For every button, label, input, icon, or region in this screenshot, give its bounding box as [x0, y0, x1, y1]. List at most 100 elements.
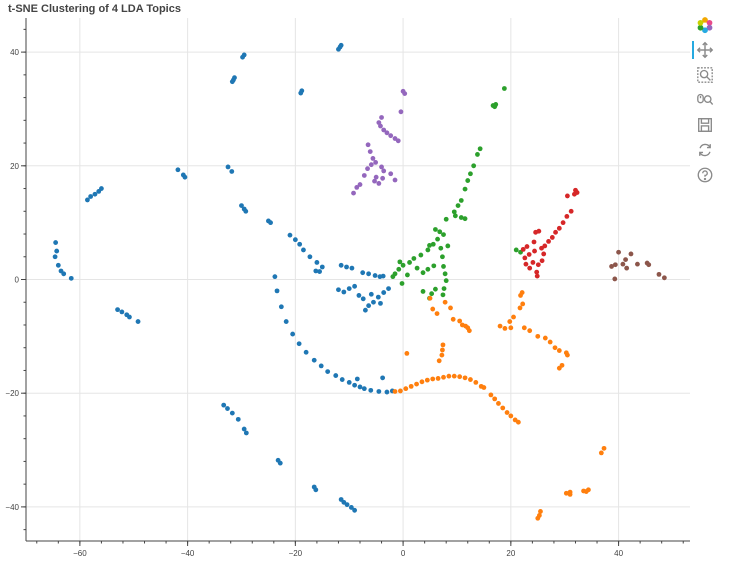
- data-point[interactable]: [338, 262, 344, 268]
- data-point[interactable]: [462, 375, 468, 381]
- data-point[interactable]: [572, 191, 577, 197]
- data-point[interactable]: [54, 248, 60, 254]
- data-point[interactable]: [380, 375, 386, 381]
- data-point[interactable]: [448, 305, 453, 311]
- data-point[interactable]: [656, 271, 662, 277]
- data-point[interactable]: [532, 248, 537, 254]
- data-point[interactable]: [376, 389, 382, 394]
- data-point[interactable]: [400, 262, 406, 268]
- data-point[interactable]: [392, 389, 398, 394]
- data-point[interactable]: [313, 487, 319, 493]
- data-point[interactable]: [539, 245, 544, 251]
- data-point[interactable]: [381, 290, 387, 295]
- data-point[interactable]: [527, 265, 533, 271]
- data-point[interactable]: [458, 215, 464, 220]
- data-point[interactable]: [517, 305, 523, 311]
- data-point[interactable]: [429, 291, 435, 297]
- help-tool-icon[interactable]: [694, 164, 716, 186]
- data-point[interactable]: [292, 237, 298, 243]
- data-point[interactable]: [349, 265, 355, 271]
- data-point[interactable]: [346, 379, 352, 385]
- data-point[interactable]: [475, 152, 480, 157]
- data-point[interactable]: [354, 376, 360, 382]
- data-point[interactable]: [375, 294, 381, 300]
- data-point[interactable]: [520, 246, 526, 252]
- data-point[interactable]: [466, 328, 472, 334]
- data-point[interactable]: [457, 374, 463, 380]
- data-point[interactable]: [513, 247, 519, 253]
- data-point[interactable]: [620, 261, 626, 267]
- data-point[interactable]: [380, 273, 386, 279]
- data-point[interactable]: [563, 490, 569, 496]
- data-point[interactable]: [468, 171, 473, 177]
- data-point[interactable]: [88, 194, 94, 199]
- data-point[interactable]: [390, 274, 396, 280]
- data-point[interactable]: [549, 235, 555, 240]
- data-point[interactable]: [420, 289, 426, 294]
- data-point[interactable]: [446, 373, 452, 379]
- data-point[interactable]: [351, 190, 356, 196]
- data-point[interactable]: [235, 416, 241, 422]
- data-point[interactable]: [411, 256, 417, 261]
- data-point[interactable]: [307, 254, 313, 260]
- data-point[interactable]: [457, 318, 463, 324]
- data-point[interactable]: [439, 352, 445, 358]
- data-point[interactable]: [477, 146, 483, 152]
- data-point[interactable]: [360, 270, 366, 276]
- data-point[interactable]: [526, 252, 532, 257]
- data-point[interactable]: [441, 374, 446, 380]
- data-point[interactable]: [398, 388, 403, 394]
- data-point[interactable]: [357, 384, 363, 390]
- data-point[interactable]: [553, 229, 558, 235]
- data-point[interactable]: [243, 208, 249, 214]
- data-point[interactable]: [272, 274, 278, 280]
- data-point[interactable]: [508, 325, 514, 331]
- data-point[interactable]: [524, 244, 530, 249]
- data-point[interactable]: [348, 505, 354, 510]
- data-point[interactable]: [362, 307, 368, 313]
- data-point[interactable]: [360, 296, 366, 302]
- data-point[interactable]: [556, 348, 562, 353]
- data-point[interactable]: [388, 133, 394, 139]
- data-point[interactable]: [319, 264, 325, 270]
- data-point[interactable]: [414, 381, 419, 387]
- data-point[interactable]: [539, 258, 545, 264]
- pan-tool-icon[interactable]: [692, 39, 716, 61]
- data-point[interactable]: [564, 213, 570, 219]
- data-point[interactable]: [313, 268, 319, 274]
- data-point[interactable]: [365, 142, 371, 148]
- data-point[interactable]: [531, 239, 537, 245]
- data-point[interactable]: [601, 445, 607, 451]
- data-point[interactable]: [535, 333, 541, 339]
- data-point[interactable]: [115, 307, 120, 313]
- data-point[interactable]: [414, 265, 420, 271]
- data-point[interactable]: [339, 377, 345, 382]
- data-point[interactable]: [542, 335, 548, 341]
- data-point[interactable]: [443, 278, 449, 284]
- data-point[interactable]: [438, 245, 444, 251]
- data-point[interactable]: [433, 227, 438, 232]
- data-point[interactable]: [556, 365, 562, 371]
- data-point[interactable]: [508, 413, 514, 419]
- data-point[interactable]: [361, 386, 367, 392]
- data-point[interactable]: [311, 357, 317, 363]
- data-point[interactable]: [325, 369, 331, 374]
- data-point[interactable]: [534, 269, 540, 275]
- data-point[interactable]: [336, 287, 341, 293]
- data-point[interactable]: [521, 325, 527, 331]
- data-point[interactable]: [404, 351, 410, 356]
- data-point[interactable]: [283, 319, 289, 324]
- data-point[interactable]: [297, 241, 303, 247]
- data-point[interactable]: [523, 261, 529, 267]
- data-point[interactable]: [546, 239, 551, 244]
- data-point[interactable]: [462, 216, 468, 222]
- data-point[interactable]: [318, 363, 324, 369]
- data-point[interactable]: [317, 269, 322, 274]
- data-point[interactable]: [52, 254, 58, 260]
- data-point[interactable]: [405, 272, 410, 278]
- data-point[interactable]: [55, 262, 61, 268]
- data-point[interactable]: [441, 264, 446, 269]
- data-point[interactable]: [515, 419, 521, 425]
- data-point[interactable]: [560, 220, 566, 226]
- data-point[interactable]: [462, 186, 468, 192]
